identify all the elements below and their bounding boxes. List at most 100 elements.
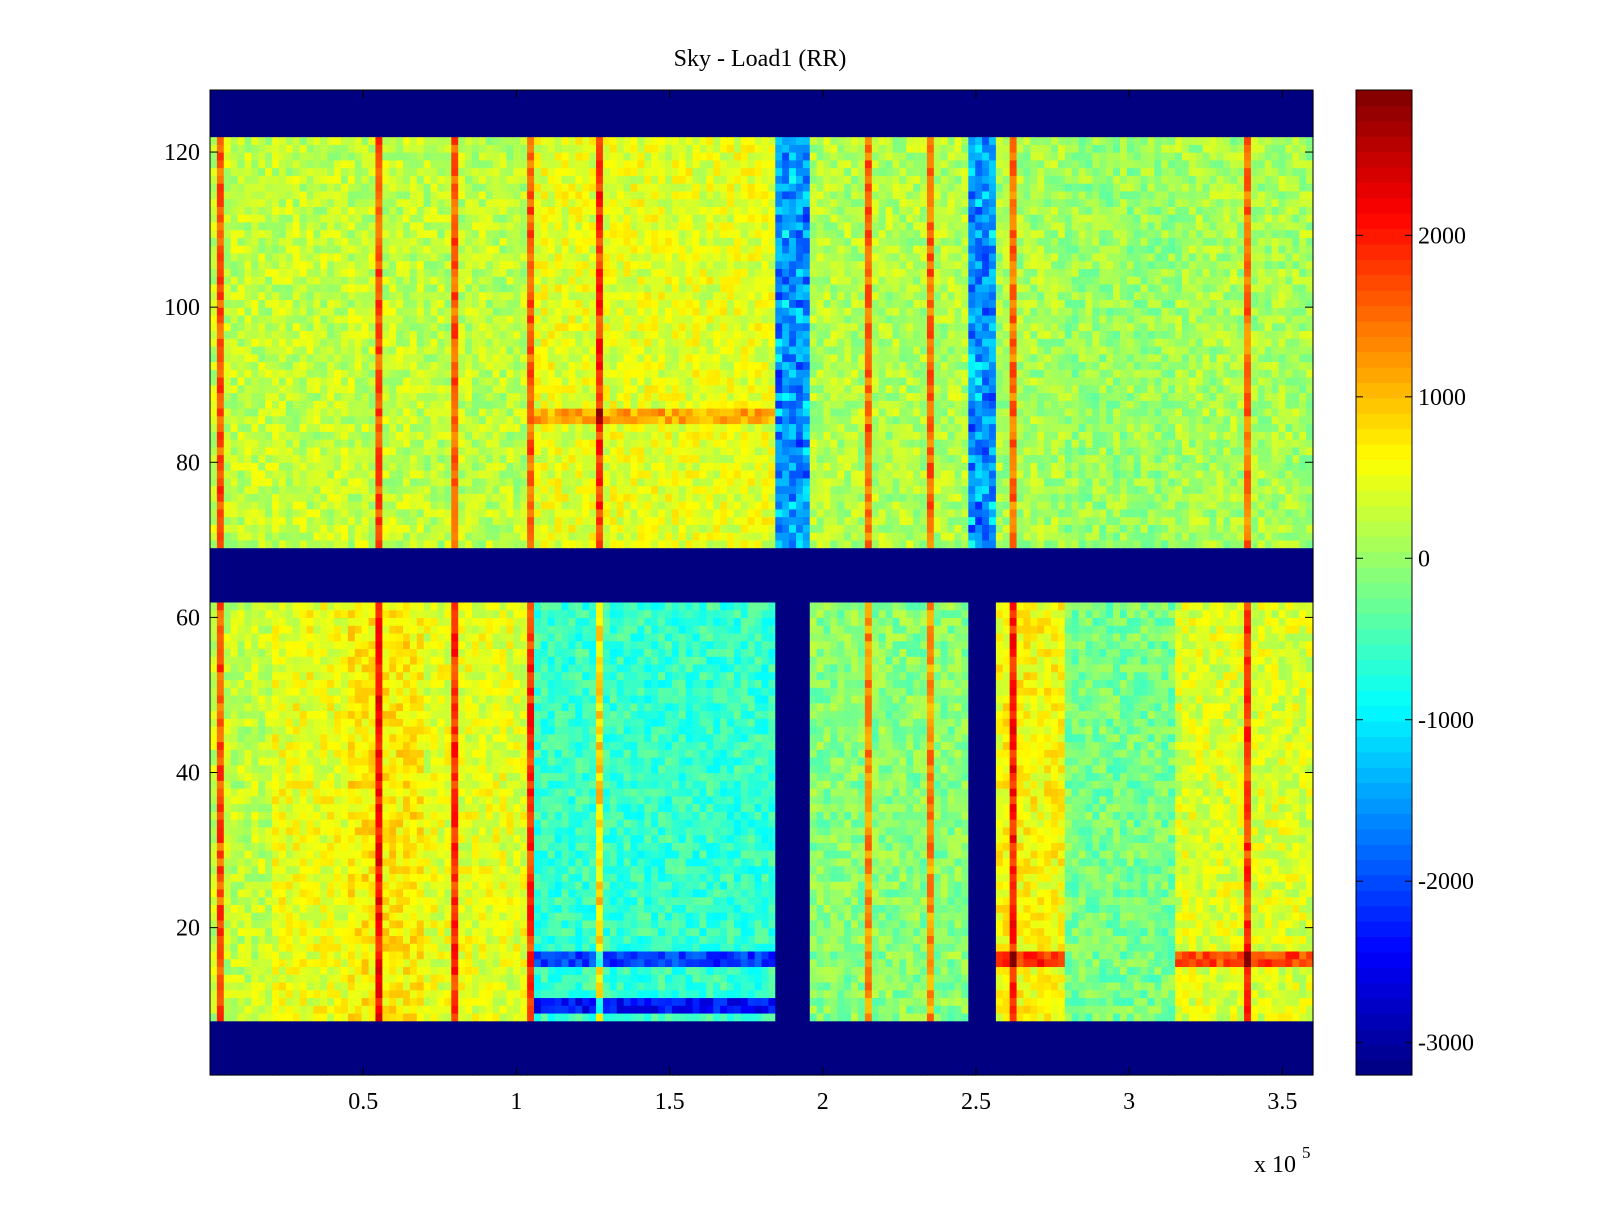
heat-cell — [1278, 873, 1287, 882]
heat-cell — [782, 927, 790, 936]
heat-cell — [389, 865, 397, 874]
heat-cell — [775, 1036, 783, 1045]
heat-cell — [602, 1059, 611, 1068]
heat-cell — [1016, 1036, 1025, 1045]
heat-cell — [630, 927, 639, 936]
heat-cell — [258, 896, 266, 905]
heat-cell — [1099, 1051, 1107, 1061]
heat-cell — [975, 974, 983, 983]
heat-cell — [954, 857, 963, 867]
heat-cell — [747, 873, 756, 882]
heat-cell — [975, 919, 983, 929]
heat-cell — [1285, 873, 1293, 882]
heat-cell — [1182, 912, 1190, 921]
heat-cell — [706, 904, 714, 913]
heat-cell — [582, 974, 590, 983]
heat-cell — [954, 865, 963, 874]
heat-cell — [1016, 927, 1025, 936]
heat-cell — [1292, 850, 1300, 859]
heat-cell — [678, 989, 687, 999]
heat-cell — [1078, 857, 1087, 867]
heat-cell — [499, 850, 508, 859]
heat-cell — [961, 834, 969, 843]
heat-cell — [437, 1059, 445, 1068]
heat-cell — [272, 966, 280, 975]
heat-cell — [678, 865, 687, 874]
heat-cell — [664, 865, 673, 874]
heat-cell — [313, 873, 321, 882]
heat-cell — [1188, 1067, 1197, 1076]
heat-cell — [1078, 981, 1087, 991]
heat-cell — [210, 826, 218, 836]
heat-cell — [1057, 1059, 1066, 1068]
heat-cell — [795, 935, 804, 944]
heat-cell — [754, 865, 763, 874]
heat-cell — [727, 974, 735, 983]
heat-cell — [354, 857, 363, 867]
heat-cell — [396, 919, 404, 929]
heat-cell — [403, 927, 411, 936]
heat-cell — [823, 958, 832, 968]
heat-cell — [761, 904, 769, 913]
heat-cell — [1209, 881, 1218, 890]
heat-cell — [547, 997, 556, 1006]
heat-cell — [664, 935, 673, 944]
heat-cell — [1119, 850, 1128, 859]
heat-cell — [906, 896, 914, 905]
heat-cell — [292, 904, 301, 913]
heat-cell — [706, 981, 714, 991]
heat-cell — [995, 865, 1004, 874]
heat-cell — [795, 950, 804, 960]
heat-cell — [1175, 1028, 1183, 1037]
heat-cell — [1085, 912, 1093, 921]
heat-cell — [1099, 834, 1107, 843]
heat-cell — [1161, 904, 1169, 913]
heat-cell — [554, 904, 563, 913]
heat-cell — [223, 943, 232, 952]
heat-cell — [334, 1059, 342, 1068]
heat-cell — [892, 1020, 900, 1030]
heat-cell — [816, 927, 825, 936]
heat-cell — [492, 1059, 501, 1068]
heat-cell — [396, 927, 404, 936]
heat-cell — [1278, 1051, 1287, 1061]
heat-cell — [1244, 966, 1252, 975]
heat-cell — [975, 950, 983, 960]
heat-cell — [534, 896, 542, 905]
heat-cell — [926, 981, 935, 991]
heat-cell — [1071, 997, 1080, 1006]
heat-cell — [430, 997, 439, 1006]
heat-cell — [671, 850, 680, 859]
heat-cell — [272, 997, 280, 1006]
heat-cell — [651, 997, 659, 1006]
heat-cell — [1250, 981, 1259, 991]
heat-cell — [768, 1036, 776, 1045]
heat-cell — [789, 896, 797, 905]
heat-cell — [492, 989, 501, 999]
heat-cell — [1009, 966, 1018, 975]
heat-cell — [1299, 873, 1307, 882]
heat-cell — [244, 881, 252, 890]
heat-cell — [568, 1067, 576, 1076]
heat-cell — [720, 966, 728, 975]
heat-cell — [313, 974, 321, 983]
heat-cell — [382, 842, 390, 851]
heat-cell — [740, 981, 749, 991]
heat-cell — [403, 842, 411, 851]
heat-cell — [1085, 1067, 1093, 1076]
heat-cell — [1264, 873, 1273, 882]
heat-cell — [982, 873, 990, 882]
heat-cell — [1057, 873, 1066, 882]
heat-cell — [816, 850, 825, 859]
heat-cell — [396, 1043, 404, 1053]
heat-cell — [1195, 1005, 1204, 1014]
heat-cell — [375, 935, 383, 944]
heat-cell — [1106, 842, 1114, 851]
heat-cell — [1064, 881, 1073, 890]
heat-cell — [568, 1005, 576, 1014]
heat-cell — [347, 943, 356, 952]
heat-cell — [1175, 1012, 1183, 1022]
heat-cell — [858, 943, 866, 952]
heat-cell — [554, 1020, 563, 1030]
heat-cell — [837, 1028, 845, 1037]
